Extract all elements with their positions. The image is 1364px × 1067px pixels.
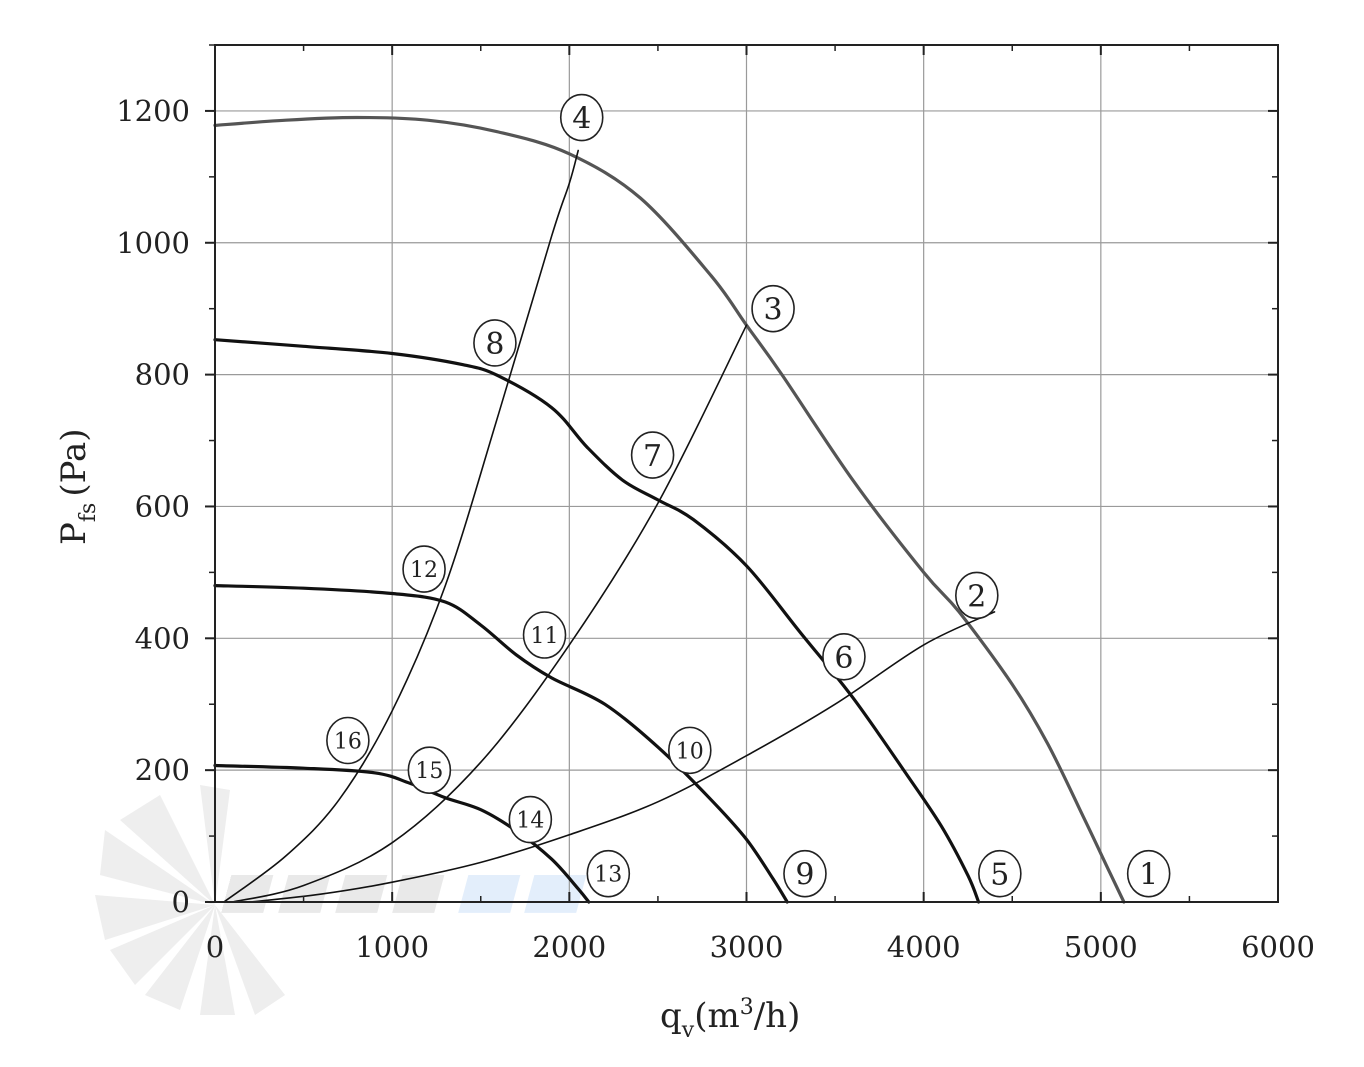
x-tick-label: 3000 [710, 930, 784, 964]
curve-marker-1: 1 [1126, 849, 1171, 898]
marker-circle [1126, 849, 1171, 898]
y-tick-label: 1000 [116, 226, 190, 260]
curve-marker-15: 15 [407, 746, 452, 794]
x-axis-title: qv(m3/h) [660, 995, 800, 1043]
marker-label: 9 [795, 858, 814, 893]
marker-label: 13 [594, 863, 622, 888]
curve-marker-11: 11 [522, 611, 567, 659]
y-tick-label: 1200 [116, 94, 190, 128]
curve-marker-12: 12 [402, 545, 446, 593]
y-axis-title: Pfs(Pa) [54, 429, 101, 545]
marker-label: 4 [572, 102, 591, 137]
x-tick-label: 1000 [355, 930, 429, 964]
x-tick-label: 4000 [887, 930, 961, 964]
y-tick-label: 0 [172, 885, 190, 919]
curve-marker-6: 6 [822, 632, 866, 681]
curve-marker-9: 9 [783, 849, 827, 898]
series-line-13-16 [213, 763, 591, 904]
series-line-4-8-12-16 [223, 149, 579, 903]
curve-marker-8: 8 [473, 319, 517, 367]
marker-label: 2 [967, 579, 986, 614]
marker-label: 10 [676, 739, 704, 764]
x-tick-label: 2000 [532, 930, 606, 964]
x-tick-label: 6000 [1241, 930, 1315, 964]
marker-label: 1 [1139, 858, 1158, 893]
marker-circle [822, 632, 866, 681]
y-tick-label: 400 [135, 621, 190, 655]
marker-circle [751, 284, 795, 333]
marker-circle [630, 431, 675, 479]
series-line-3-7-11-15 [231, 324, 748, 903]
series-line-9-12 [213, 584, 789, 904]
curve-marker-13: 13 [586, 849, 631, 898]
curve-marker-16: 16 [326, 716, 370, 765]
marker-label: 3 [764, 293, 783, 328]
marker-circle [508, 795, 553, 844]
marker-label: 11 [531, 624, 559, 649]
marker-circle [407, 746, 452, 794]
curves [213, 115, 1126, 904]
marker-label: 14 [516, 809, 544, 834]
marker-label: 15 [415, 759, 443, 784]
x-tick-label: 0 [206, 930, 224, 964]
marker-label: 8 [485, 327, 504, 362]
y-tick-label: 600 [135, 489, 190, 523]
y-tick-label: 200 [135, 753, 190, 787]
curve-marker-4: 4 [559, 93, 604, 142]
marker-circle [522, 611, 567, 659]
marker-label: 6 [834, 641, 853, 676]
curve-marker-5: 5 [978, 849, 1022, 898]
marker-circle [783, 849, 827, 898]
axis-ticks: 0 1000 2000 3000 4000 5000 6000 0 200 400 600 800 10… [116, 44, 1315, 964]
y-tick-label: 800 [135, 358, 190, 392]
series-line-1-4 [213, 115, 1126, 904]
marker-label: 7 [643, 439, 662, 474]
curve-marker-14: 14 [508, 795, 553, 844]
curve-marker-3: 3 [751, 284, 795, 333]
marker-circle [668, 726, 712, 775]
vent-logo-watermark [95, 785, 587, 1015]
marker-circle [586, 849, 631, 898]
marker-label: 5 [990, 858, 1009, 893]
marker-circle [559, 93, 604, 142]
series-line-2-10-14 [249, 611, 996, 903]
marker-circle [326, 716, 370, 765]
marker-circle [473, 319, 517, 367]
marker-circle [402, 545, 446, 593]
marker-label: 16 [334, 729, 362, 754]
x-tick-label: 5000 [1064, 930, 1138, 964]
grid [215, 45, 1278, 902]
marker-label: 12 [410, 558, 438, 583]
curve-marker-2: 2 [955, 571, 999, 620]
marker-circle [955, 571, 999, 620]
curve-marker-10: 10 [668, 726, 712, 775]
marker-circle [978, 849, 1022, 898]
series-line-5-8 [213, 338, 981, 904]
curve-marker-7: 7 [630, 431, 675, 479]
